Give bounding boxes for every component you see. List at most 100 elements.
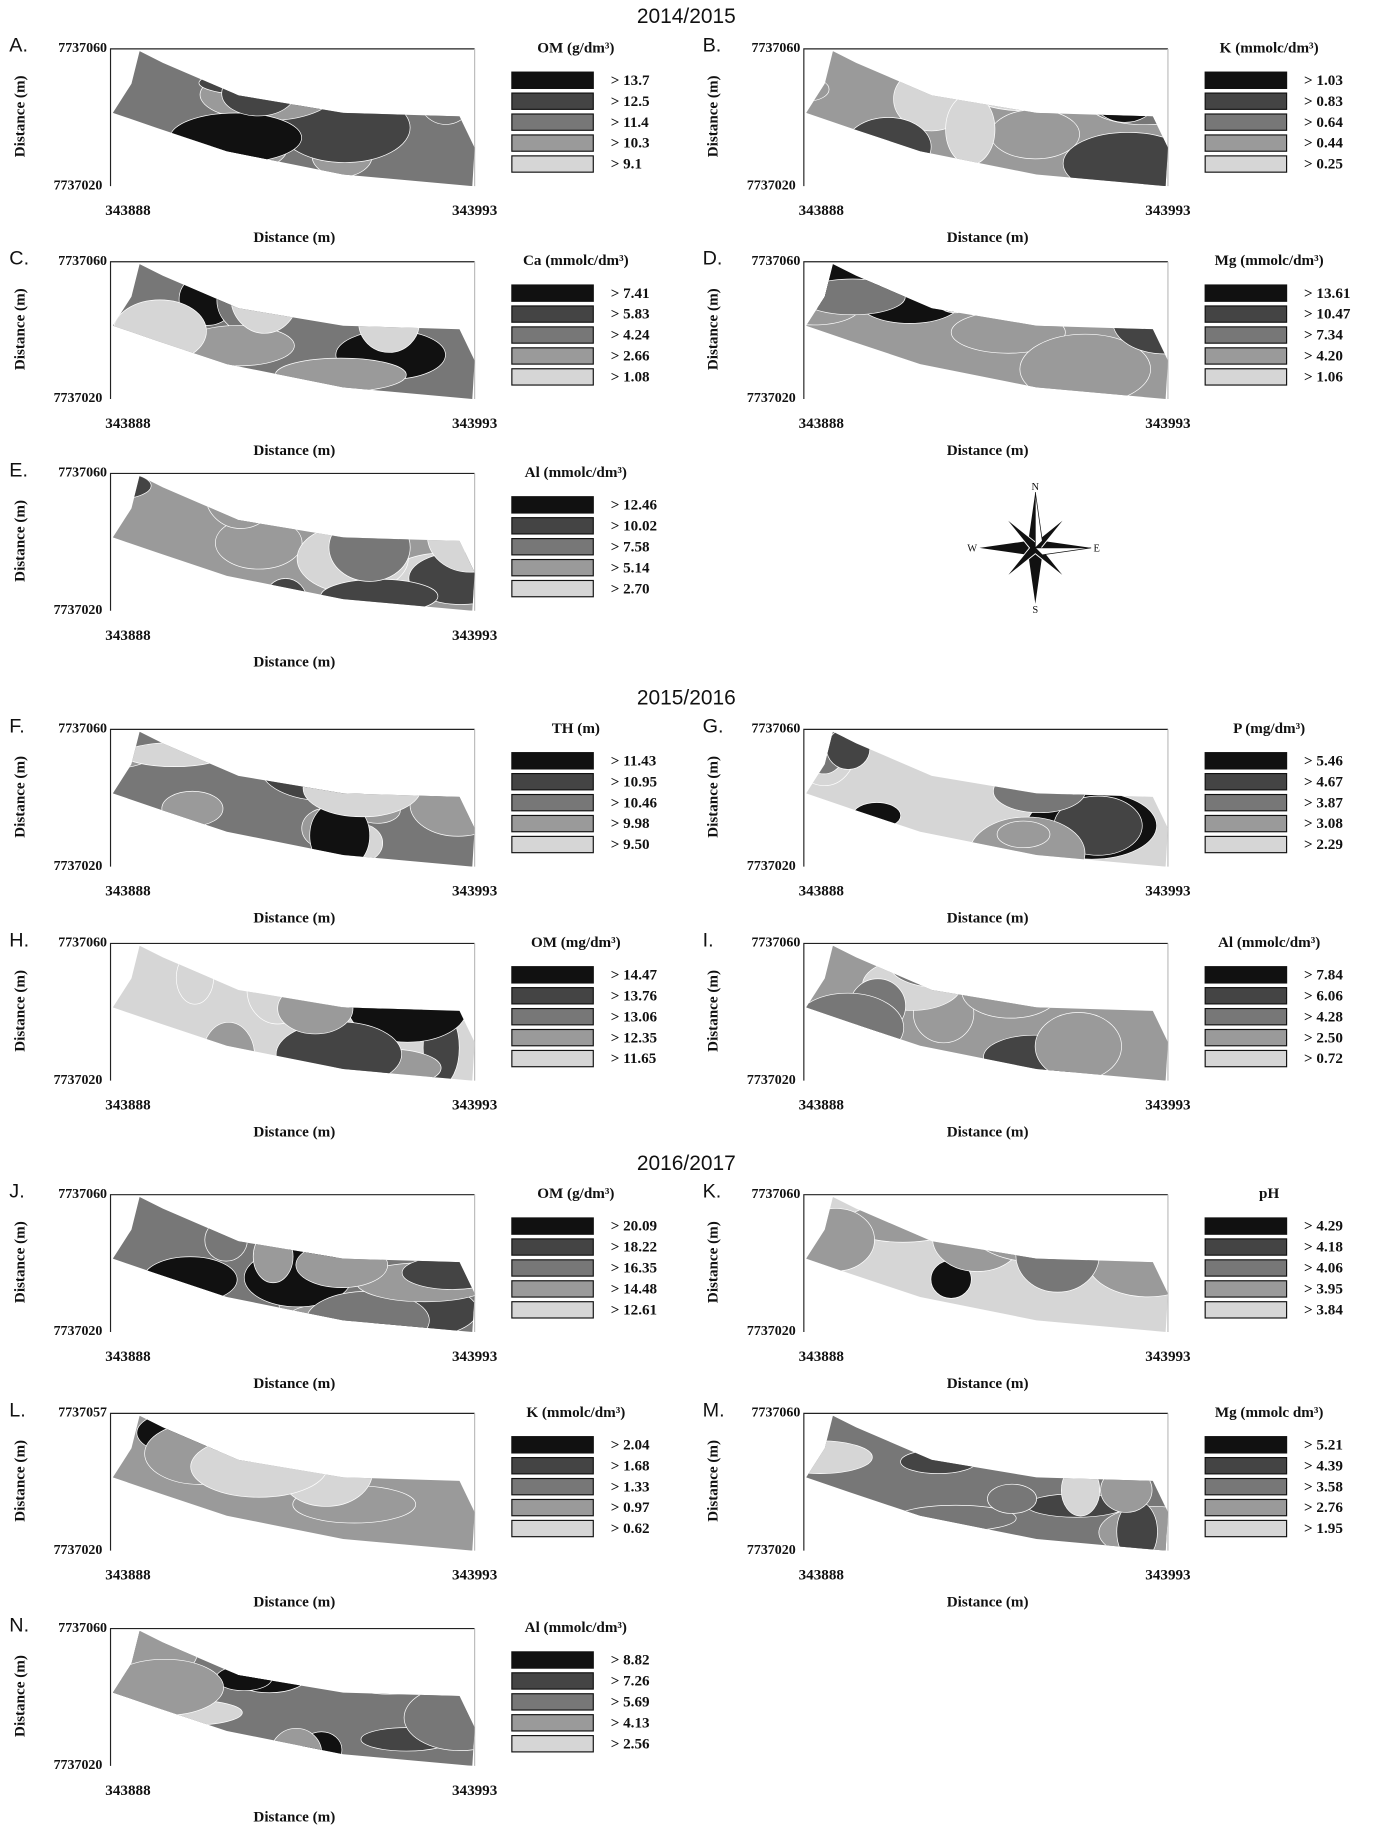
compass-star bbox=[1034, 547, 1092, 556]
map-zone bbox=[1015, 1218, 1100, 1293]
compass-star bbox=[1034, 492, 1043, 549]
map-panel: H. 7737060 7737020 Distance (m) 343888 343993… bbox=[9, 929, 657, 1140]
legend-swatch bbox=[1204, 1280, 1288, 1298]
compass: N E S W bbox=[967, 482, 1100, 616]
map-zone bbox=[806, 1208, 875, 1272]
legend-swatch bbox=[511, 134, 594, 152]
y-bottom-label: 7737020 bbox=[54, 603, 103, 618]
map-zone bbox=[852, 802, 902, 829]
legend-label: > 3.08 bbox=[1304, 816, 1343, 832]
legend-swatch bbox=[511, 1651, 594, 1669]
legend-label: > 10.3 bbox=[611, 136, 650, 152]
map-zone bbox=[369, 268, 475, 322]
x-axis-title: Distance (m) bbox=[253, 1376, 335, 1392]
x-left-label: 343888 bbox=[105, 628, 151, 644]
map-zone bbox=[295, 1241, 389, 1288]
map-zone bbox=[987, 1483, 1037, 1514]
panel-letter: M. bbox=[703, 1399, 725, 1421]
y-bottom-label: 7737020 bbox=[54, 178, 103, 193]
x-right-label: 343993 bbox=[1145, 1098, 1191, 1114]
legend-label: > 10.47 bbox=[1304, 307, 1351, 323]
map-zone bbox=[320, 578, 439, 611]
legend-swatch bbox=[511, 1217, 594, 1235]
map-zone bbox=[826, 731, 871, 770]
legend-label: > 0.44 bbox=[1304, 136, 1343, 152]
map-zone bbox=[945, 93, 996, 166]
panel-letter: E. bbox=[9, 459, 28, 481]
map-zone bbox=[1087, 52, 1163, 123]
legend-swatch bbox=[1204, 1301, 1288, 1319]
legend-label: > 1.68 bbox=[611, 1458, 650, 1474]
x-left-label: 343888 bbox=[105, 1568, 151, 1584]
y-axis-title: Distance (m) bbox=[12, 970, 28, 1052]
map-zone bbox=[324, 1420, 378, 1454]
legend-label: > 2.04 bbox=[611, 1437, 650, 1453]
legend-swatch bbox=[511, 987, 594, 1005]
map-frame bbox=[109, 728, 475, 867]
x-axis-title: Distance (m) bbox=[253, 1125, 335, 1141]
x-axis-title: Distance (m) bbox=[253, 655, 335, 671]
legend-label: > 3.87 bbox=[1304, 795, 1343, 811]
y-bottom-label: 7737020 bbox=[747, 178, 796, 193]
map-zone bbox=[328, 513, 411, 582]
legend-swatch bbox=[1204, 1436, 1288, 1454]
x-right-label: 343993 bbox=[452, 1349, 498, 1365]
map-surface bbox=[806, 731, 1168, 867]
legend-swatch bbox=[1204, 1238, 1288, 1256]
map-zone bbox=[175, 951, 214, 1005]
legend-swatch bbox=[1204, 1259, 1288, 1277]
legend-title: Al (mmolc/dm³) bbox=[1218, 935, 1320, 951]
legend-swatch bbox=[1204, 793, 1288, 812]
x-axis-title: Distance (m) bbox=[947, 443, 1029, 459]
map-zone bbox=[1001, 274, 1046, 313]
legend-label: > 10.02 bbox=[611, 518, 657, 534]
map-zone bbox=[112, 299, 207, 363]
legend-swatch bbox=[511, 558, 594, 577]
x-right-label: 343993 bbox=[1145, 1568, 1191, 1584]
map-zone bbox=[279, 92, 411, 163]
legend-label: > 5.46 bbox=[1304, 753, 1343, 769]
legend-swatch bbox=[511, 1436, 594, 1454]
y-top-label: 7737060 bbox=[752, 1187, 801, 1202]
map-zone bbox=[190, 1435, 328, 1498]
legend-label: > 4.20 bbox=[1304, 349, 1343, 365]
legend-swatch bbox=[511, 1049, 594, 1068]
map-zone bbox=[126, 350, 176, 400]
x-left-label: 343888 bbox=[105, 1098, 151, 1114]
x-left-label: 343888 bbox=[105, 203, 151, 219]
legend-swatch bbox=[1204, 155, 1288, 173]
y-top-label: 7737060 bbox=[58, 41, 107, 56]
map-frame bbox=[803, 1412, 1168, 1551]
map-zone bbox=[932, 1205, 1023, 1272]
legend-swatch bbox=[1204, 966, 1288, 984]
legend-swatch bbox=[1204, 752, 1288, 770]
map-zone bbox=[409, 772, 475, 837]
panel-letter: D. bbox=[703, 248, 723, 270]
x-axis-title: Distance (m) bbox=[947, 1376, 1029, 1392]
map-zone bbox=[408, 731, 467, 798]
legend-label: > 11.4 bbox=[611, 115, 649, 131]
panel-letter: J. bbox=[9, 1181, 24, 1203]
y-axis-title: Distance (m) bbox=[706, 288, 722, 370]
legend-swatch bbox=[1204, 134, 1288, 152]
map-panel: B. 7737060 7737020 Distance (m) 343888 343993… bbox=[703, 35, 1344, 246]
x-left-label: 343888 bbox=[105, 1783, 151, 1799]
panel-letter: H. bbox=[9, 929, 29, 951]
legend-swatch bbox=[511, 113, 594, 131]
map-surface bbox=[112, 475, 475, 611]
map-zone bbox=[1105, 264, 1156, 292]
y-top-label: 7737060 bbox=[752, 936, 801, 951]
map-zone bbox=[992, 769, 1086, 814]
y-bottom-label: 7737020 bbox=[54, 1324, 103, 1339]
legend-swatch bbox=[511, 1498, 594, 1517]
map-panel: G. 7737060 7737020 Distance (m) 343888 343993… bbox=[703, 715, 1344, 926]
map-surface bbox=[112, 264, 475, 400]
x-left-label: 343888 bbox=[799, 416, 845, 432]
x-right-label: 343993 bbox=[1145, 203, 1191, 219]
x-left-label: 343888 bbox=[799, 1349, 845, 1365]
legend-label: > 12.61 bbox=[611, 1302, 657, 1318]
map-zone bbox=[169, 112, 303, 163]
map-panel: A. 7737060 7737020 Distance (m) 343888 343993… bbox=[9, 35, 650, 246]
y-axis-title: Distance (m) bbox=[12, 1655, 28, 1737]
map-frame bbox=[109, 261, 475, 400]
